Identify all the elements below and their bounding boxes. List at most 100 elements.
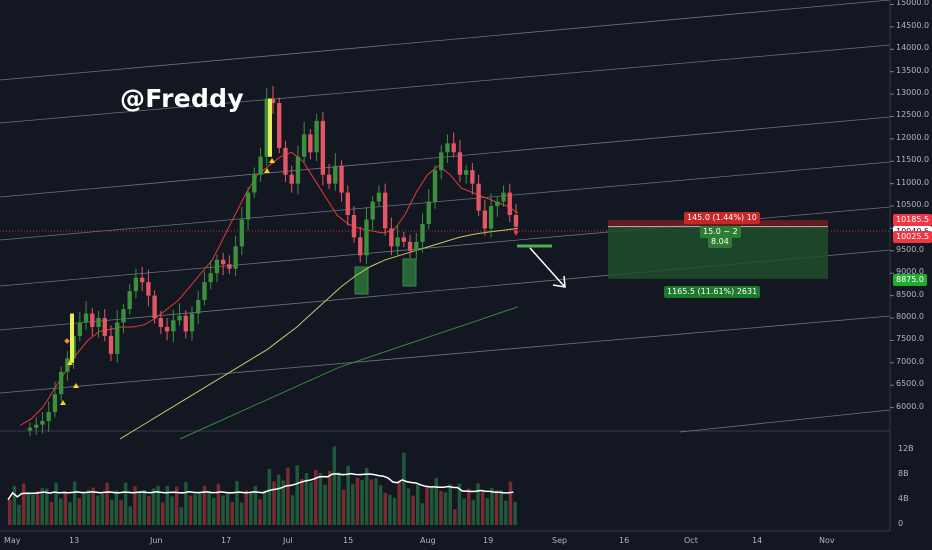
volume-bar: [230, 501, 235, 525]
candle-body: [314, 120, 319, 153]
ma-slow-line: [179, 306, 519, 440]
candle-body: [208, 273, 213, 283]
volume-bar: [263, 490, 267, 525]
x-tick-label: Jun: [150, 536, 163, 545]
channel-line: [0, 44, 891, 124]
y-tick-label: 14500.0: [896, 20, 930, 30]
candle-body: [202, 282, 207, 301]
risk-reward-label: 15.0 ~ 2: [700, 226, 741, 238]
volume-bar: [26, 491, 31, 525]
stop-loss-label: 145.0 (1.44%) 10: [684, 212, 760, 224]
channel-line: [0, 0, 891, 81]
volume-bar: [17, 504, 21, 525]
volume-bar: [411, 495, 415, 525]
volume-bar: [416, 484, 420, 525]
volume-tick-label: 4B: [898, 493, 909, 503]
candle-body: [121, 309, 126, 323]
candle-body: [233, 246, 238, 269]
volume-tick-label: 0: [898, 519, 904, 528]
highlight-candle: [70, 313, 74, 363]
volume-bar: [383, 492, 388, 525]
x-tick-label: May: [4, 536, 21, 545]
volume-bar: [355, 477, 360, 525]
volume-bar: [443, 492, 448, 525]
volume-bar: [193, 493, 197, 525]
volume-bar: [225, 492, 230, 525]
last-price-dot: [514, 230, 518, 234]
x-tick-label: Aug: [420, 536, 436, 545]
volume-bar: [434, 477, 439, 525]
y-tick-label: 12500.0: [896, 110, 930, 120]
candle-body: [115, 322, 120, 354]
candle-body: [65, 358, 70, 372]
candle-body: [252, 174, 257, 193]
x-tick-label: Jul: [283, 536, 293, 545]
candle-body: [407, 241, 413, 251]
volume-bar: [77, 498, 82, 525]
candle-body: [439, 152, 444, 171]
volume-bar: [170, 496, 174, 525]
volume-bar: [290, 495, 295, 525]
candle-body: [326, 174, 332, 184]
volume-bars: [7, 446, 517, 525]
volume-bar: [304, 473, 309, 525]
volume-tick-label: 12B: [898, 443, 914, 453]
volume-bar: [105, 482, 109, 525]
volume-bar: [365, 468, 369, 525]
watermark: @Freddy: [120, 84, 244, 113]
signal-triangle: [264, 168, 270, 173]
volume-bar: [82, 492, 86, 525]
candle-body: [389, 228, 394, 247]
volume-bar: [471, 500, 476, 525]
volume-bar: [392, 497, 397, 525]
volume-bar: [45, 488, 49, 525]
signal-triangle: [73, 383, 79, 388]
candle-body: [239, 219, 245, 247]
y-tick-label: 13000.0: [896, 88, 930, 98]
candle-body: [301, 134, 307, 157]
volume-bar: [480, 491, 485, 525]
volume-bar: [467, 488, 471, 525]
y-tick-label: 14000.0: [896, 43, 930, 53]
volume-bar: [31, 494, 35, 525]
volume-bar: [341, 489, 346, 525]
candle-body: [270, 98, 276, 104]
candle-body: [501, 192, 506, 202]
candle-body: [96, 318, 101, 327]
candle-body: [364, 219, 369, 256]
volume-bar: [369, 479, 374, 525]
candle-body: [308, 134, 313, 153]
volume-bar: [221, 495, 225, 525]
signal-diamond: [64, 338, 70, 344]
down-arrow-head: [552, 275, 566, 288]
volume-bar: [207, 491, 211, 525]
volume-bar: [406, 488, 411, 525]
volume-bar: [314, 469, 318, 525]
volume-bar: [212, 497, 216, 525]
volume-bar: [123, 482, 128, 525]
volume-bar: [249, 492, 253, 525]
candle-body: [339, 165, 344, 193]
volume-bar: [119, 500, 123, 525]
volume-bar: [258, 499, 262, 525]
volume-bar: [151, 488, 156, 525]
volume-bar: [114, 490, 119, 525]
candle-body: [46, 412, 51, 422]
candle-body: [420, 223, 425, 242]
candle-body: [77, 322, 83, 336]
candle-body: [34, 424, 39, 428]
candle-body: [283, 147, 288, 175]
volume-bar: [165, 485, 170, 525]
y-tick-label: 9000.0: [896, 267, 924, 277]
y-tick-label: 10500.0: [896, 200, 930, 210]
volume-bar: [156, 485, 160, 525]
candle-body: [482, 210, 488, 229]
candle-body: [488, 206, 494, 229]
candle-body: [152, 295, 157, 319]
volume-bar: [499, 490, 503, 525]
volume-bar: [161, 502, 165, 525]
candle-body: [108, 335, 114, 354]
y-tick-label: 8000.0: [896, 312, 924, 322]
volume-bar: [508, 481, 513, 525]
